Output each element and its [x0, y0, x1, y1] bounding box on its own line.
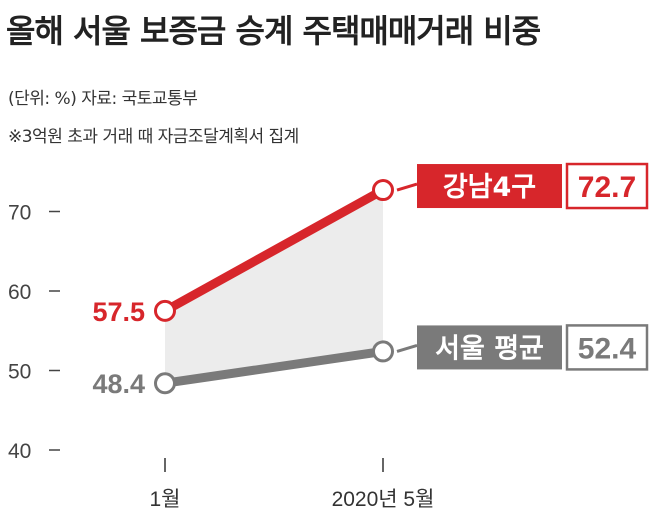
unit-source-note: (단위: %) 자료: 국토교통부 [8, 89, 198, 109]
y-tick-label: 60 [8, 281, 31, 304]
data-point [154, 299, 176, 322]
legend-value-box [565, 162, 649, 210]
data-point [372, 179, 394, 202]
data-label-end: 72.7 [578, 171, 636, 204]
legend-name-box [417, 325, 562, 370]
data-point [154, 372, 176, 395]
legend-connector [396, 182, 418, 192]
legend-series-name: 강남4구 [443, 172, 536, 203]
x-tick-label: 2020년 5월 [332, 488, 435, 511]
data-label-start: 48.4 [92, 369, 145, 399]
series-line [160, 185, 388, 316]
area-between-series [165, 190, 383, 384]
data-label-end: 52.4 [578, 332, 637, 365]
y-tick-label: 70 [8, 202, 31, 225]
series-line [160, 346, 388, 388]
chart-title: 올해 서울 보증금 승계 주택매매거래 비중 [6, 12, 541, 50]
x-tick-label: 1월 [150, 488, 181, 511]
legend-name-box [417, 164, 562, 209]
y-tick-label: 40 [8, 440, 31, 463]
data-point [372, 340, 394, 363]
legend-series-name: 서울 평균 [435, 333, 544, 364]
footnote: ※3억원 초과 거래 때 자금조달계획서 집계 [8, 127, 299, 147]
data-label-start: 57.5 [92, 297, 145, 327]
legend-connector [396, 343, 418, 353]
legend-value-box [565, 324, 649, 371]
y-tick-label: 50 [8, 361, 31, 384]
